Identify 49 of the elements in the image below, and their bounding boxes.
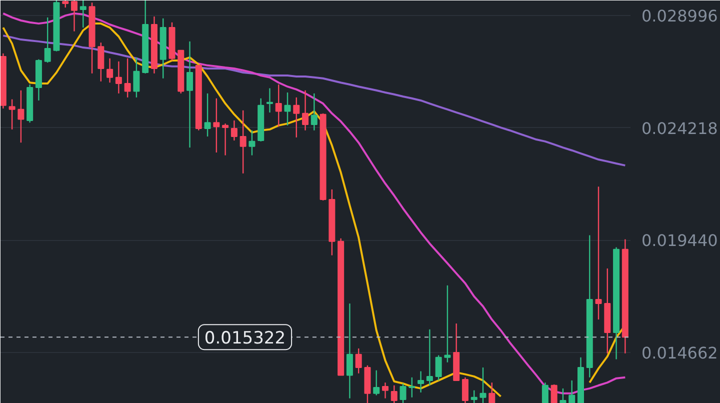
candlestick <box>560 388 566 403</box>
candlestick <box>248 130 256 156</box>
candlestick <box>435 354 442 382</box>
line-series <box>2 34 626 166</box>
candlestick <box>133 56 140 98</box>
candlestick <box>408 376 416 398</box>
candlestick <box>213 98 220 154</box>
candlestick <box>390 384 398 403</box>
ref-line-label: 0.015322 <box>204 328 286 349</box>
candlestick <box>568 380 576 403</box>
candlestick <box>595 186 602 320</box>
y-tick-label: 0.028996 <box>642 6 718 26</box>
candlestick <box>44 16 51 64</box>
y-tick-label: 0.014662 <box>642 344 718 363</box>
candlestick <box>204 92 211 138</box>
candlestick <box>115 60 122 94</box>
candlestick <box>293 96 300 138</box>
candlestick <box>70 0 78 32</box>
candlestick <box>275 84 282 128</box>
candlestick <box>222 122 229 156</box>
candlestick <box>426 328 433 386</box>
candlestick <box>80 0 86 28</box>
candlestick <box>400 382 406 403</box>
candlestick <box>444 284 451 363</box>
y-tick-label: 0.019440 <box>642 231 718 250</box>
candlestick <box>98 42 104 82</box>
candlestick <box>542 382 548 403</box>
candlestick <box>266 88 273 114</box>
candlestick <box>550 384 558 403</box>
candlestick <box>124 58 131 98</box>
candlestick <box>240 110 246 174</box>
candlestick <box>18 90 24 144</box>
y-tick-label: 0.024218 <box>642 118 718 138</box>
candlestick <box>488 382 496 403</box>
candlestick <box>310 92 318 131</box>
candlestick <box>284 92 291 126</box>
candlestick <box>230 120 238 142</box>
candlestick <box>8 98 16 130</box>
candlestick <box>302 90 309 131</box>
candlestick <box>382 382 389 399</box>
candlestick <box>186 40 194 148</box>
candlestick <box>480 366 486 403</box>
candlestick <box>462 376 468 403</box>
candlestick <box>106 58 114 84</box>
candlestick <box>418 370 424 394</box>
candlestick <box>470 390 478 403</box>
candlestick <box>355 348 362 374</box>
candlestick <box>346 302 353 399</box>
candlestick <box>373 370 380 396</box>
